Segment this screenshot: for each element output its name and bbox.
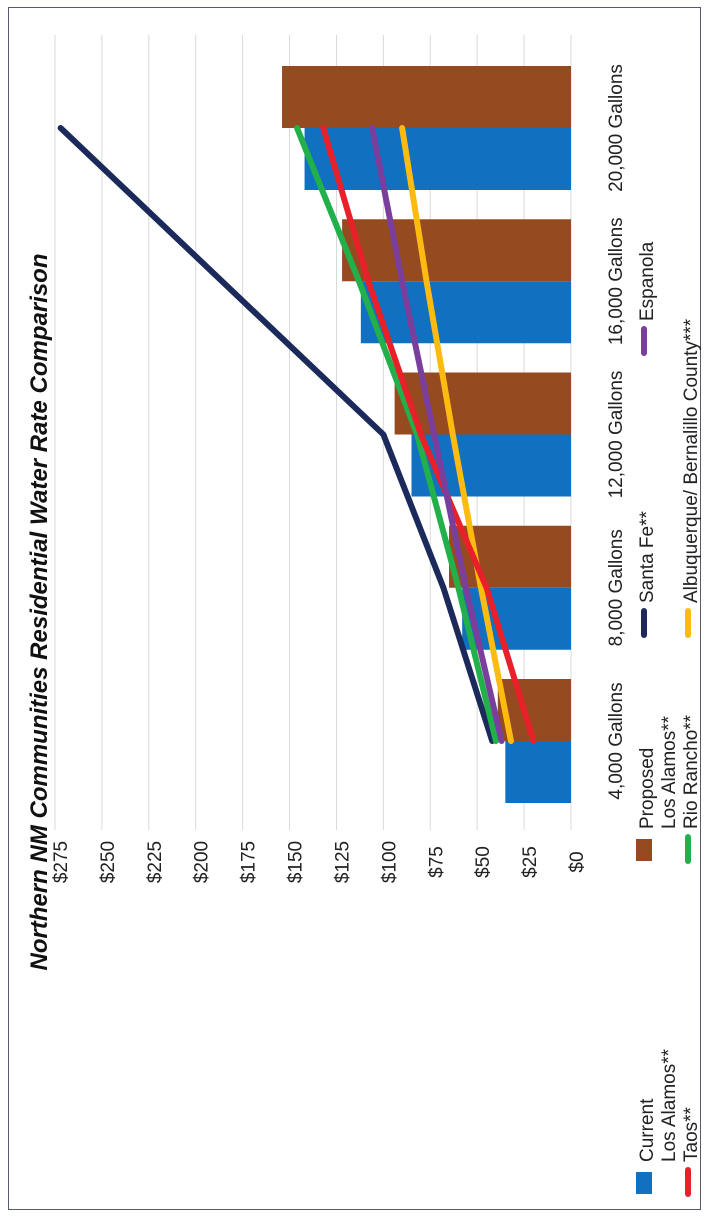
legend-item-espanola: Espanola (637, 241, 658, 356)
y-tick-label: $225 (145, 841, 166, 883)
legend-label-albuquerque-bernalillo-county: Albuquerque/ Bernalillo County*** (681, 318, 702, 603)
series-lines (57, 125, 537, 744)
line-rio-rancho (294, 125, 499, 744)
y-tick-label: $0 (567, 851, 588, 872)
legend-item-current: Current (636, 1098, 658, 1194)
legend-swatch-proposed (636, 839, 652, 861)
legend-label-los-alamos: Los Alamos** (659, 715, 680, 829)
bar-proposed-20-000-gallons (282, 66, 571, 128)
line-santa-fe (57, 125, 496, 744)
legend-label-current: Current (637, 1098, 658, 1162)
legend-label-rio-rancho: Rio Rancho** (681, 714, 702, 829)
y-tick-label: $275 (51, 841, 72, 883)
y-tick-label: $150 (286, 841, 307, 883)
chart-frame (8, 7, 701, 1210)
legend-item-santa-fe: Santa Fe** (637, 511, 658, 638)
line-espanola (369, 125, 505, 744)
legend-label-los-alamos: Los Alamos** (659, 1048, 680, 1162)
bar-current-4-000-gallons (505, 741, 571, 803)
y-tick-label: $50 (473, 846, 494, 878)
legend-item-rio-rancho: Rio Rancho** (681, 714, 702, 864)
bar-proposed-8-000-gallons (449, 525, 571, 588)
category-label-4-000-gallons: 4,000 Gallons (606, 682, 627, 799)
legend-item-taos: Taos** (681, 1106, 702, 1197)
category-label-16-000-gallons: 16,000 Gallons (606, 217, 627, 345)
legend-label-espanola: Espanola (637, 241, 658, 321)
legend-label-taos: Taos** (681, 1106, 702, 1162)
legend-item-los-alamos: Los Alamos** (659, 1048, 680, 1162)
category-label-20-000-gallons: 20,000 Gallons (606, 64, 627, 192)
chart-title: Northern NM Communities Residential Wate… (26, 254, 53, 971)
legend-item-albuquerque-bernalillo-county: Albuquerque/ Bernalillo County*** (681, 318, 702, 638)
legend-swatch-current (636, 1172, 652, 1194)
y-tick-label: $125 (332, 841, 353, 883)
legend-label-santa-fe: Santa Fe** (637, 511, 658, 603)
legend-item-proposed: Proposed (636, 748, 658, 861)
category-labels: 4,000 Gallons 8,000 Gallons 12,000 Gallons… (606, 64, 627, 800)
bar-current-16-000-gallons (360, 281, 571, 344)
legend-item-los-alamos: Los Alamos** (659, 715, 680, 829)
bars (282, 66, 571, 803)
bar-proposed-16-000-gallons (342, 219, 571, 282)
axis-ticks: $0 $25 $50 $75 $100 $125 $150 $175 $200 $225 $250 $… (51, 841, 588, 883)
category-label-12-000-gallons: 12,000 Gallons (606, 371, 627, 499)
y-tick-label: $75 (426, 846, 447, 878)
y-tick-label: $175 (239, 841, 260, 883)
y-tick-label: $200 (192, 841, 213, 883)
y-tick-label: $100 (379, 841, 400, 883)
legend-label-proposed: Proposed (637, 748, 658, 829)
bar-current-20-000-gallons (304, 128, 571, 190)
line-albuquerque-bernalillo-county (399, 125, 514, 744)
category-label-8-000-gallons: 8,000 Gallons (606, 529, 627, 646)
y-tick-label: $25 (520, 846, 541, 878)
line-taos (320, 125, 537, 744)
y-tick-label: $250 (98, 841, 119, 883)
